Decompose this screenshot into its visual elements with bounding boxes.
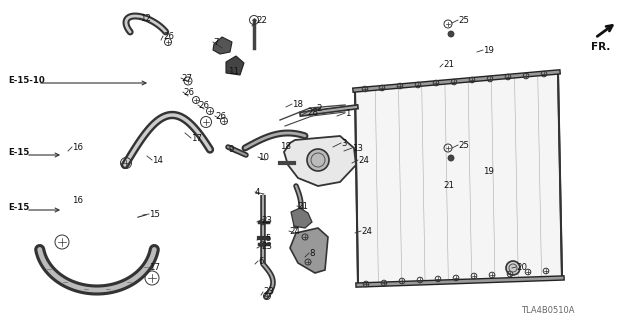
Text: 11: 11 [228, 67, 239, 76]
Text: 22: 22 [256, 15, 267, 25]
Text: 15: 15 [149, 210, 160, 219]
Polygon shape [226, 56, 244, 75]
Text: E-15-10: E-15-10 [8, 76, 45, 84]
Text: 18: 18 [280, 141, 291, 150]
Text: 24: 24 [289, 227, 300, 236]
Text: 14: 14 [152, 156, 163, 164]
Text: 10: 10 [258, 153, 269, 162]
Text: 21: 21 [443, 180, 454, 189]
Text: 18: 18 [292, 100, 303, 108]
Circle shape [448, 155, 454, 161]
Polygon shape [291, 208, 312, 228]
Text: 26: 26 [163, 31, 174, 41]
Text: 26: 26 [183, 87, 194, 97]
Text: FR.: FR. [591, 42, 611, 52]
Text: 12: 12 [140, 13, 151, 22]
Text: E-15: E-15 [8, 148, 29, 156]
Text: 28: 28 [307, 108, 318, 116]
Text: 19: 19 [483, 166, 494, 175]
Text: 2: 2 [316, 103, 321, 113]
Text: 16: 16 [72, 142, 83, 151]
Text: 6: 6 [258, 257, 264, 266]
Polygon shape [213, 37, 232, 54]
Text: 1: 1 [345, 108, 351, 117]
Text: 16: 16 [72, 196, 83, 204]
Text: 26: 26 [215, 111, 226, 121]
Text: 25: 25 [458, 15, 469, 25]
Text: 24: 24 [361, 227, 372, 236]
Text: 25: 25 [458, 140, 469, 149]
Circle shape [307, 149, 329, 171]
Text: 5: 5 [265, 234, 271, 243]
Text: 21: 21 [443, 60, 454, 68]
Text: 21: 21 [297, 202, 308, 211]
Circle shape [448, 31, 454, 37]
Text: E-15: E-15 [8, 203, 29, 212]
Polygon shape [284, 136, 356, 186]
Polygon shape [290, 228, 328, 273]
Text: 13: 13 [352, 143, 363, 153]
Text: 24: 24 [358, 156, 369, 164]
Text: 17: 17 [149, 263, 160, 273]
Text: 20: 20 [516, 262, 527, 271]
Polygon shape [355, 72, 562, 285]
Text: 4: 4 [255, 188, 260, 196]
Text: 23: 23 [263, 287, 274, 297]
Text: 9: 9 [228, 145, 234, 154]
Text: 3: 3 [341, 139, 346, 148]
Text: 23: 23 [261, 242, 272, 251]
Text: 27: 27 [181, 74, 192, 83]
Circle shape [506, 261, 520, 275]
Text: 17: 17 [191, 133, 202, 142]
Text: TLA4B0510A: TLA4B0510A [522, 306, 575, 315]
Text: 26: 26 [198, 100, 209, 109]
Text: 19: 19 [483, 45, 494, 54]
Text: 7: 7 [213, 37, 218, 46]
Text: 23: 23 [261, 215, 272, 225]
Text: 8: 8 [309, 249, 314, 258]
